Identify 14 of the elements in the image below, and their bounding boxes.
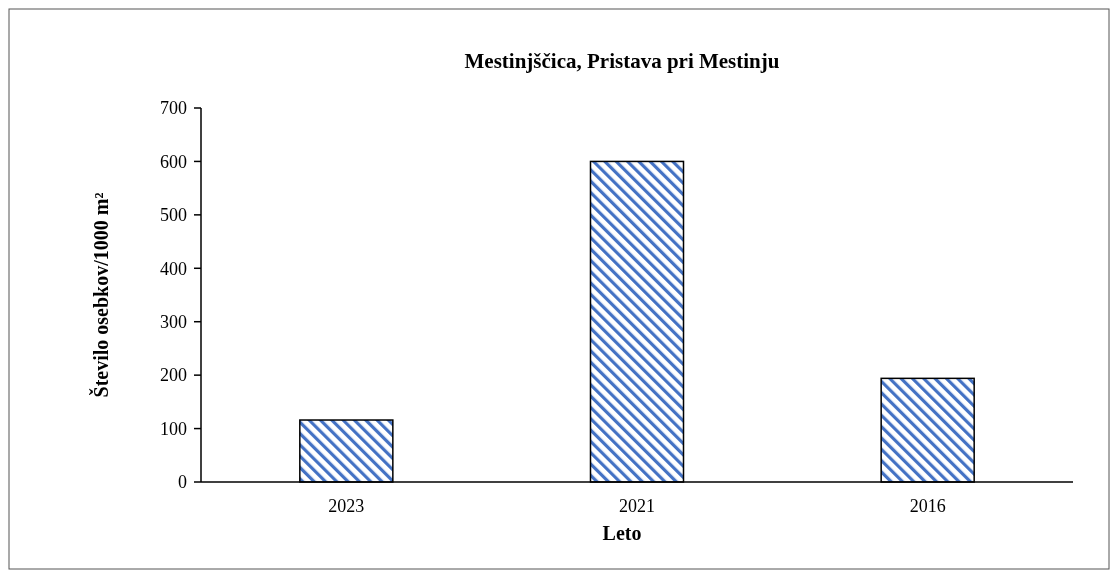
- y-tick-label: 600: [160, 151, 187, 172]
- x-axis-title: Leto: [602, 522, 642, 544]
- y-axis-title: Število osebkov/1000 m²: [89, 192, 112, 398]
- y-tick-label: 100: [160, 418, 187, 439]
- y-tick-label: 300: [160, 312, 187, 333]
- chart-title: Mestinjščica, Pristava pri Mestinju: [464, 49, 780, 73]
- y-tick-label: 400: [160, 258, 187, 279]
- y-tick-label: 0: [178, 472, 187, 493]
- y-tick-label: 200: [160, 365, 187, 386]
- x-tick-label: 2021: [619, 496, 655, 516]
- x-tick-label: 2023: [328, 496, 365, 516]
- y-tick-label: 500: [160, 205, 187, 226]
- x-tick-label: 2016: [909, 496, 946, 516]
- y-tick-label: 700: [160, 98, 187, 119]
